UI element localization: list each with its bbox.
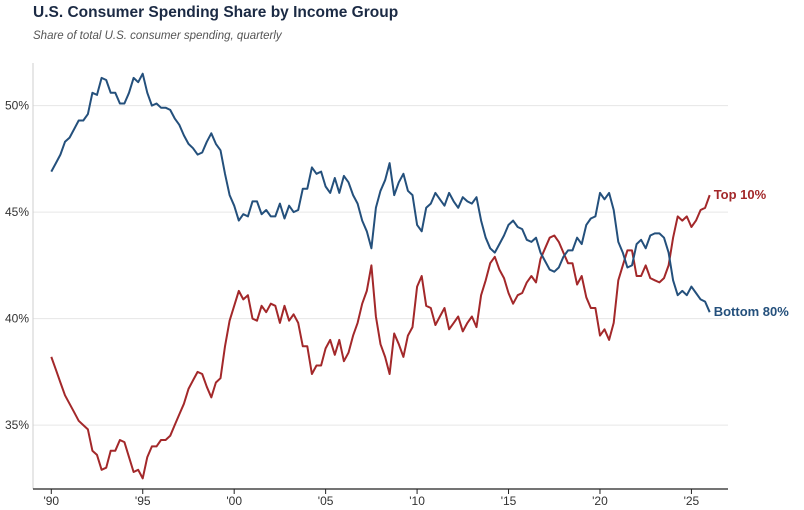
x-tick-label: '20: [592, 494, 608, 508]
y-tick-label: 35%: [5, 418, 29, 432]
series-lines: [50, 72, 711, 480]
y-tick-labels: 35% 40% 45% 50%: [5, 99, 29, 433]
x-tick-label: '25: [684, 494, 700, 508]
series-labels: Top 10% Bottom 80%: [714, 187, 790, 319]
y-tick-label: 45%: [5, 205, 29, 219]
y-tick-label: 50%: [5, 99, 29, 113]
gridlines: [33, 105, 728, 426]
x-tick-label: '90: [43, 494, 59, 508]
series-line-bottom-80: [50, 72, 711, 313]
series-label: Top 10%: [714, 187, 767, 202]
x-tick-label: '95: [135, 494, 151, 508]
chart-subtitle: Share of total U.S. consumer spending, q…: [33, 30, 282, 42]
x-tick-label: '10: [409, 494, 425, 508]
series-line-top-10: [50, 194, 711, 480]
x-tick-label: '05: [318, 494, 334, 508]
x-tick-label: '15: [501, 494, 517, 508]
chart-title: U.S. Consumer Spending Share by Income G…: [33, 4, 399, 21]
series-label: Bottom 80%: [714, 304, 790, 319]
x-tick-label: '00: [226, 494, 242, 508]
y-tick-label: 40%: [5, 312, 29, 326]
x-tick-labels: '90 '95 '00 '05 '10 '15 '20 '25: [43, 489, 700, 508]
